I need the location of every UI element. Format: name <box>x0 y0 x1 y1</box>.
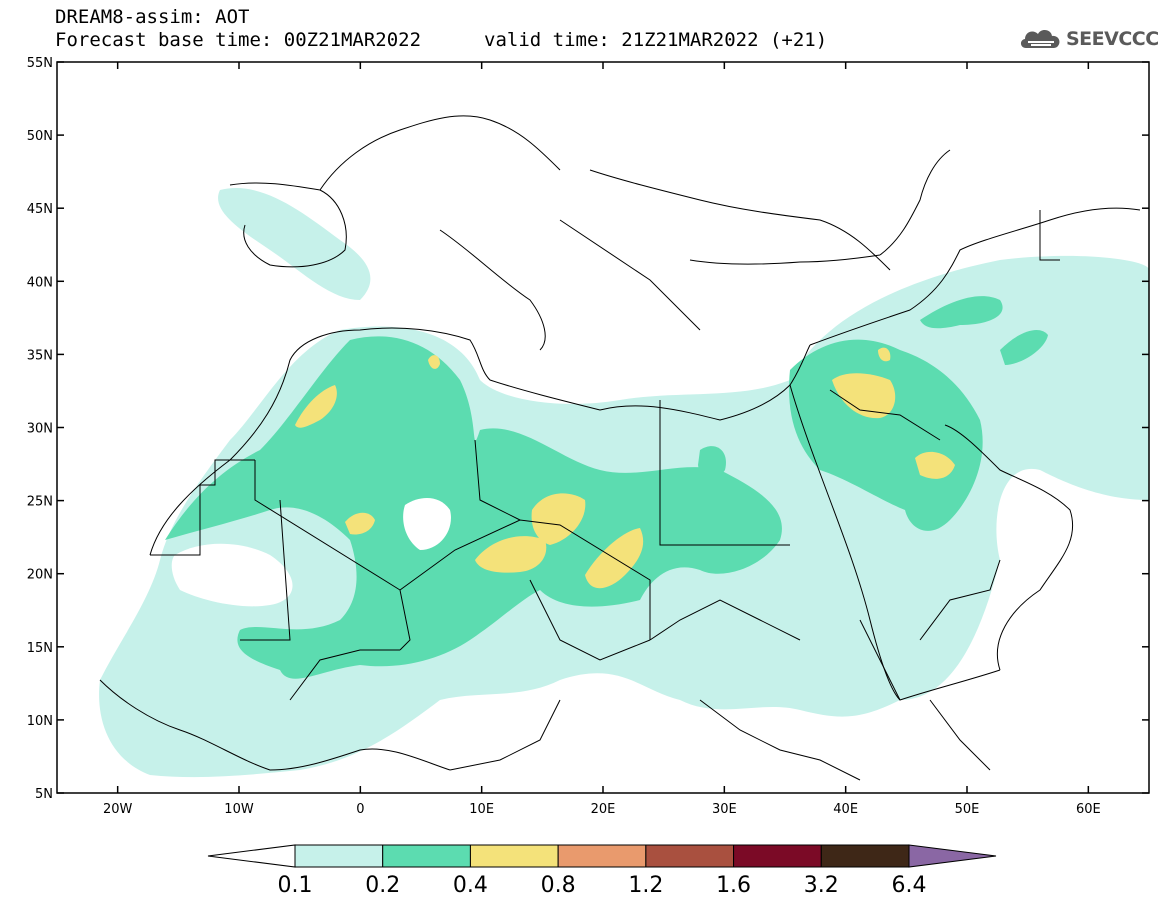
colorbar-box <box>557 844 647 868</box>
lat-tick-label: 15N <box>27 641 53 656</box>
forecast-base-time: Forecast base time: 00Z21MAR2022 <box>55 29 422 51</box>
lat-tick-label: 55N <box>27 56 53 71</box>
lat-tick-label: 45N <box>27 202 53 217</box>
colorbar-box <box>645 844 735 868</box>
lon-tick-label: 0 <box>356 802 364 817</box>
lon-tick-label: 20E <box>591 802 616 817</box>
lon-tick-label: 60E <box>1076 802 1101 817</box>
colorbar-level-label: 1.2 <box>628 873 663 898</box>
colorbar-level-label: 3.2 <box>804 873 839 898</box>
lat-tick-label: 40N <box>27 275 53 290</box>
lon-tick-label: 10W <box>224 802 254 817</box>
lon-tick-label: 30E <box>712 802 737 817</box>
colorbar-level-label: 0.4 <box>453 873 488 898</box>
colorbar-level-label: 0.2 <box>365 873 400 898</box>
colorbar-box <box>294 844 384 868</box>
colorbar-box <box>733 844 822 868</box>
valid-time: valid time: 21Z21MAR2022 (+21) <box>484 29 828 51</box>
lat-tick-label: 5N <box>35 787 53 802</box>
aot-field <box>99 188 1149 778</box>
colorbar-level-label: 6.4 <box>892 873 927 898</box>
lat-tick-label: 20N <box>27 568 53 583</box>
colorbar-arrow-right <box>908 844 997 868</box>
colorbar-boxes <box>207 844 997 868</box>
map-title: DREAM8-assim: AOT <box>55 6 250 28</box>
lon-tick-label: 40E <box>833 802 858 817</box>
colorbar-level-label: 0.1 <box>278 873 313 898</box>
lat-tick-label: 35N <box>27 348 53 363</box>
latitude-axis: 55N 50N 45N 40N 35N 30N 25N 20N 15N 10N 5N <box>27 56 1149 802</box>
lat-tick-label: 50N <box>27 129 53 144</box>
lat-tick-label: 25N <box>27 495 53 510</box>
lon-tick-label: 50E <box>955 802 980 817</box>
colorbar-labels: 0.1 0.2 0.4 0.8 1.2 1.6 3.2 6.4 <box>278 873 927 898</box>
logo-text: SEEVCCC <box>1066 28 1159 50</box>
colorbar-box <box>469 844 559 868</box>
longitude-axis: 20W 10W 0 10E 20E 30E 40E 50E 60E <box>103 62 1101 817</box>
aot-low-areas <box>171 498 451 607</box>
lat-tick-label: 10N <box>27 714 53 729</box>
colorbar-box <box>820 844 910 868</box>
seevccc-logo: SEEVCCC <box>1018 26 1159 54</box>
lon-tick-label: 20W <box>103 802 133 817</box>
lat-tick-label: 30N <box>27 422 53 437</box>
aot-band-0.4-0.8 <box>295 347 955 589</box>
colorbar-arrow-left <box>207 844 296 868</box>
colorbar-level-label: 0.8 <box>541 873 576 898</box>
lon-tick-label: 10E <box>469 802 494 817</box>
colorbar-box <box>382 844 471 868</box>
cloud-icon <box>1020 30 1060 48</box>
colorbar-level-label: 1.6 <box>716 873 751 898</box>
coastlines-borders <box>99 115 1141 781</box>
